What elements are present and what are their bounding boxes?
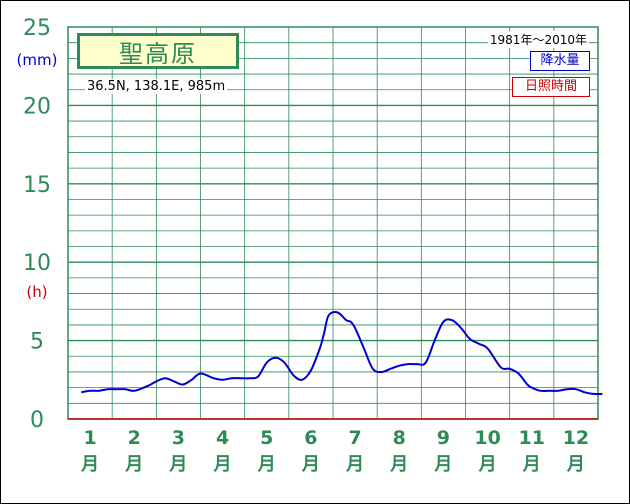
x-tick-label: 3 xyxy=(172,427,185,449)
period-label: 1981年〜2010年 xyxy=(487,31,589,48)
station-name: 聖高原 xyxy=(119,39,197,68)
x-tick-unit: 月 xyxy=(80,454,99,475)
x-tick-unit: 月 xyxy=(522,454,541,475)
x-tick-unit: 月 xyxy=(389,454,408,475)
precipitation-line xyxy=(81,311,603,396)
y-tick-label: 25 xyxy=(23,16,51,41)
station-location: 36.5N, 138.1E, 985m xyxy=(85,79,228,94)
x-tick-label: 12 xyxy=(563,427,589,449)
x-tick-label: 7 xyxy=(348,427,361,449)
y-tick-label: 0 xyxy=(30,408,44,433)
x-tick-unit: 月 xyxy=(213,454,232,475)
x-tick-unit: 月 xyxy=(257,454,276,475)
x-tick-unit: 月 xyxy=(168,454,187,475)
station-name-box: 聖高原 xyxy=(77,33,239,69)
legend-precipitation: 降水量 xyxy=(530,51,590,71)
x-tick-unit: 月 xyxy=(345,454,364,475)
x-tick-label: 1 xyxy=(83,427,96,449)
y-tick-label: 20 xyxy=(23,94,51,119)
y-tick-label: 10 xyxy=(23,251,51,276)
y-axis-labels: 0 5 10 15 20 25 xyxy=(23,16,51,433)
x-tick-label: 2 xyxy=(128,427,141,449)
x-tick-label: 6 xyxy=(304,427,317,449)
x-tick-label: 4 xyxy=(216,427,229,449)
x-tick-label: 5 xyxy=(260,427,273,449)
precip-unit-label: (mm) xyxy=(17,51,58,69)
x-tick-unit: 月 xyxy=(566,454,585,475)
legend-sunshine: 日照時間 xyxy=(512,77,590,97)
y-tick-label: 5 xyxy=(30,330,44,355)
x-tick-unit: 月 xyxy=(301,454,320,475)
x-axis-labels: 1 月 2 月 3 月 4 月 5 月 6 月 7 月 8 月 9 月 10 月 11 月 12 月 xyxy=(80,427,589,475)
x-tick-unit: 月 xyxy=(478,454,497,475)
x-tick-unit: 月 xyxy=(124,454,143,475)
sunshine-unit-label: (h) xyxy=(26,283,47,301)
y-tick-label: 15 xyxy=(23,173,51,198)
x-tick-label: 9 xyxy=(437,427,450,449)
x-tick-label: 11 xyxy=(519,427,545,449)
x-tick-label: 10 xyxy=(474,427,500,449)
x-tick-unit: 月 xyxy=(433,454,452,475)
x-tick-label: 8 xyxy=(393,427,406,449)
